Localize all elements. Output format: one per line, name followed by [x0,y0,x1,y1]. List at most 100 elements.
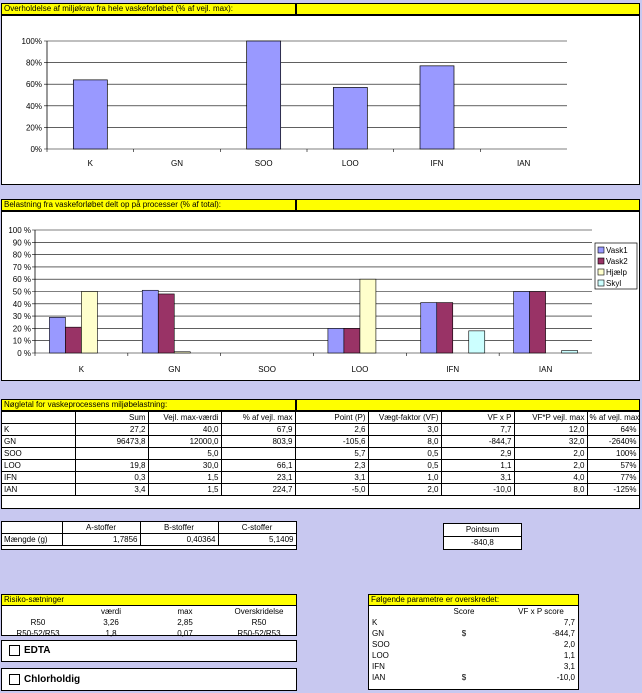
keyfigures-row-cell: -2640% [587,435,640,448]
chart2-title-bar [296,199,640,211]
risk-row-cell: R50 [30,618,46,627]
keyfigures-row-cell: -5,0 [295,483,369,496]
pointsum-panel: Pointsum -840,8 [443,523,522,550]
chart2-area: 0 % 10 % 20 % 30 % 40 % 50 % 60 % 70 % 80 % 90 % 1… [1,211,640,381]
amount-header-row: A-stoffer B-stoffer C-stoffer [2,522,297,534]
keyfigures-row-cell: -105,6 [295,435,369,448]
chart2-ytick: 90 % [13,238,31,247]
amount-row-cell: Mængde (g) [2,533,63,546]
chart2-legend-swatch [597,257,605,265]
chart2-xtick-label: GN [168,365,180,374]
keyfigures-header-row-cell: Vejl. max-værdi [148,412,222,424]
chart1-xtick-label: LOO [342,159,359,168]
chart1-ytick: 100% [22,37,42,46]
keyfigures-row: LOO 19,8 30,0 66,1 2,3 0,5 1,1 2,0 57% [2,459,640,472]
keyfigures-row-cell: -844,7 [441,435,515,448]
chart1-title: Overholdelse af miljøkrav fra hele vaske… [1,3,296,15]
keyfigures-row-cell: 1,1 [441,459,515,472]
pointsum-label: Pointsum [444,524,521,537]
exceeded-row-cell: 2,0 [563,640,575,649]
exceeded-title: Følgende parametre er overskredet: [368,594,579,606]
chart2-xtick-label: K [79,365,85,374]
chart1-bar [332,87,368,150]
exceeded-header-row: Score VF x P score [369,606,578,617]
chlorholdig-checkbox[interactable] [9,673,20,685]
risk-row-cell: R50 [251,618,267,627]
keyfigures-row-cell: 5,7 [295,447,369,460]
chart2-ytick: 30 % [13,312,31,321]
edta-row[interactable]: EDTA [1,640,297,662]
chart1-bar [72,79,108,150]
keyfigures-row-cell: IAN [2,483,76,496]
risk-header-row-cell: værdi [100,607,121,616]
exceeded-row-cell [424,661,504,672]
chart2-legend: Vask1 Vask2 Hjælp Skyl [594,242,638,290]
keyfigures-header-row-cell: Point (P) [295,412,369,424]
keyfigures-row-cell: -10,0 [441,483,515,496]
keyfigures-row-cell: 5,0 [148,447,222,460]
keyfigures-row-cell: K [2,423,76,436]
keyfigures-row-cell: 2,6 [295,423,369,436]
keyfigures-row-cell: 2,0 [514,447,588,460]
keyfigures-header-row-cell: VF*P vejl. max [514,412,588,424]
chlorholdig-row[interactable]: Chlorholdig [1,668,297,691]
chart1-xtick-label: SOO [255,159,273,168]
keyfigures-table: Sum Vejl. max-værdi% af vejl. max Point (P… [2,412,640,496]
exceeded-row: K 7,7 [369,617,578,628]
risk-row-cell: 3,26 [103,618,119,627]
exceeded-row-cell: 1,1 [563,651,575,660]
chart2-ytick: 20 % [13,324,31,333]
chart2-xtick-label: LOO [351,365,368,374]
chart2-legend-swatch [597,279,605,287]
exceeded-row-cell: IFN [372,662,385,671]
exceeded-row: IAN $ -10,0 [369,672,578,683]
chart2-xtick-label: IAN [539,365,553,374]
chart1-xtick-label: K [88,159,94,168]
keyfigures-row-cell: 8,0 [514,483,588,496]
exceeded-row-cell: -10,0 [556,673,575,682]
keyfigures-row-cell: 30,0 [148,459,222,472]
exceeded-row-cell [424,617,504,628]
keyfigures-row-cell: 1,0 [368,471,442,484]
amount-header-row-cell: B-stoffer [140,522,219,534]
chart2-ytick: 50 % [13,288,31,297]
risk-row: R50 3,26 2,85 R50 [2,617,296,628]
risk-header-row: værdi max Overskridelse [2,606,296,617]
keyfigures-header-row-cell [2,412,76,424]
exceeded-row-cell: 3,1 [563,662,575,671]
keyfigures-row-cell: 2,0 [514,459,588,472]
risk-title: Risiko-sætninger [1,594,297,606]
exceeded-header-row-cell [369,606,424,617]
keyfigures-row-cell: 27,2 [75,423,149,436]
amount-header-row-cell: A-stoffer [62,522,141,534]
chart2-ytick: 80 % [13,251,31,260]
chart2-xtick-label: IFN [446,365,459,374]
keyfigures-row-cell: 19,8 [75,459,149,472]
chart2-bar-vask2 [157,293,175,354]
chart1-ytick: 80% [26,59,42,68]
chart2-legend-swatch [597,268,605,276]
amount-row-cell: 5,1409 [218,533,297,546]
chart2-legend-label: Skyl [606,279,621,288]
edta-checkbox[interactable] [9,644,20,656]
amount-row-cell: 1,7856 [62,533,141,546]
keyfigures-row: IAN 3,4 1,5 224,7 -5,0 2,0 -10,0 8,0 -125% [2,483,640,496]
exceeded-row-cell [424,639,504,650]
exceeded-header-row-cell: VF x P score [518,607,564,616]
chart2-legend-swatch [597,246,605,254]
chart1-bar [419,65,455,150]
chart2-bar-vask2 [65,326,82,354]
chart2-xtick-label: SOO [258,365,276,374]
keyfigures-row-cell: 23,1 [221,471,296,484]
keyfigures-row-cell: LOO [2,459,76,472]
chart2-bar-hjælp [173,351,191,354]
keyfigures-row-cell: 8,0 [368,435,442,448]
chart2-bar-vask2 [343,328,361,354]
risk-row-cell: 0,07 [177,629,193,638]
keyfigures-row-cell: 40,0 [148,423,222,436]
keyfigures-row-cell: 224,7 [221,483,296,496]
keyfigures-row-cell: 2,0 [368,483,442,496]
keyfigures-row: SOO 5,0 5,7 0,5 2,9 2,0 100% [2,447,640,460]
pointsum-value: -840,8 [471,538,494,547]
chart1-ytick: 40% [26,102,42,111]
